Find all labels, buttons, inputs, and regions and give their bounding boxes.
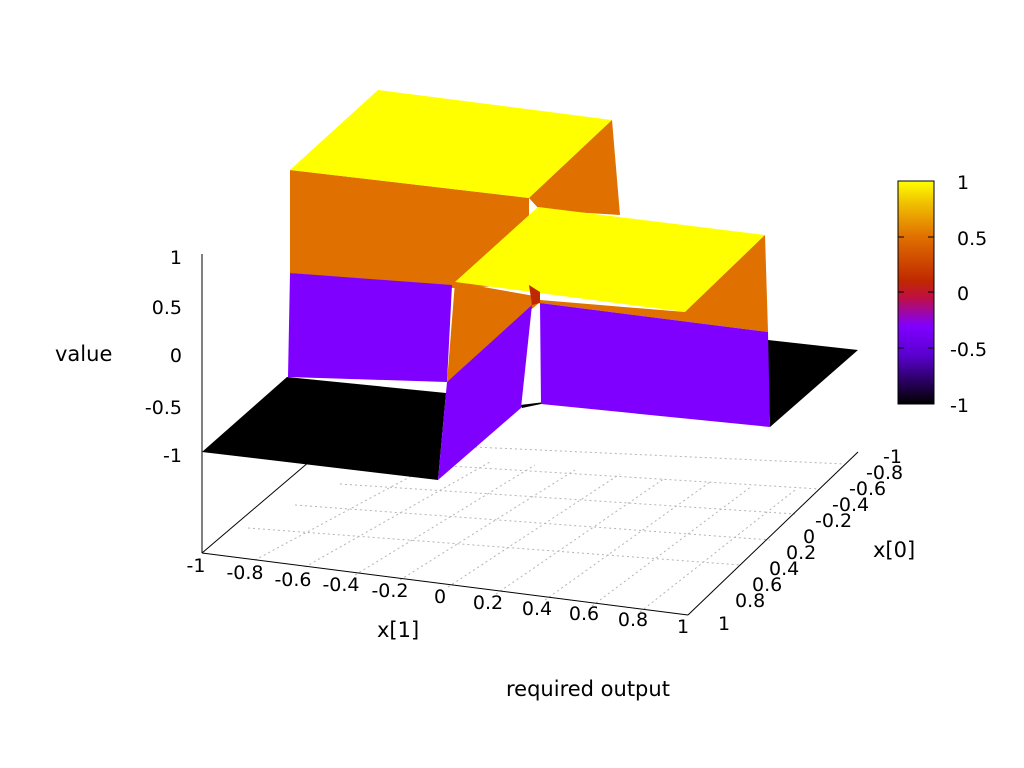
colorbar-tick-label: -1 bbox=[950, 395, 969, 417]
floor-grid-line bbox=[591, 485, 753, 607]
colorbar: 1 0.5 0 -0.5 -1 bbox=[897, 172, 987, 417]
floor-grid-line bbox=[247, 527, 741, 566]
high-face-orange-front2 bbox=[540, 235, 768, 332]
floor-grid-line bbox=[294, 504, 771, 541]
x0-tick-label: -1 bbox=[883, 446, 902, 468]
x1-tick-label: -0.4 bbox=[322, 574, 359, 596]
x1-tick-label: 0.8 bbox=[618, 609, 648, 631]
step-face-orange-mid bbox=[529, 285, 540, 305]
z-tick-label: -1 bbox=[163, 445, 182, 467]
floor-grid-line bbox=[399, 469, 576, 581]
z-ticks: 1 0.5 0 -0.5 -1 bbox=[145, 247, 182, 467]
x0-tick-label: 1 bbox=[718, 613, 730, 635]
colorbar-tick-label: 1 bbox=[957, 172, 969, 194]
x0-tick-label: -0.8 bbox=[866, 462, 903, 484]
x0-axis-label: x[0] bbox=[873, 538, 915, 562]
x0-tick-label: 0 bbox=[803, 526, 815, 548]
z-tick-label: -0.5 bbox=[145, 397, 182, 419]
x1-tick-label: -0.8 bbox=[226, 562, 263, 584]
high-top-front bbox=[455, 207, 765, 312]
floor-grid-line bbox=[304, 461, 491, 568]
x1-axis-line bbox=[201, 552, 689, 616]
step-face-purple bbox=[438, 305, 532, 480]
colorbar-tick-label: 0 bbox=[957, 283, 969, 305]
high-face-orange-back bbox=[290, 170, 529, 288]
x1-tick-label: 0.4 bbox=[522, 598, 552, 620]
floor-grid-line bbox=[544, 481, 711, 601]
x0-axis-line bbox=[687, 451, 859, 616]
x1-tick-label: 0.2 bbox=[473, 592, 503, 614]
high-face-orange-front bbox=[447, 282, 540, 382]
z-axis-label: value bbox=[55, 342, 112, 366]
floor-grid-line bbox=[495, 477, 666, 595]
floor-grid-line bbox=[447, 473, 621, 588]
z-tick-label: 1 bbox=[170, 247, 182, 269]
x1-ticks: -1 -0.8 -0.6 -0.4 -0.2 0 0.2 0.4 0.6 0.8… bbox=[187, 555, 690, 638]
colorbar-tick-label: 0.5 bbox=[957, 228, 987, 250]
x1-tick-label: -0.2 bbox=[371, 580, 408, 602]
floor-grid-line bbox=[339, 483, 796, 515]
x0-tick-label: -0.2 bbox=[815, 510, 852, 532]
high-top-back bbox=[290, 90, 612, 198]
z-tick-label: 0 bbox=[170, 345, 182, 367]
high-face-purple-back bbox=[288, 273, 452, 382]
x1-tick-label: 0.6 bbox=[569, 603, 599, 625]
floor-patch-left bbox=[202, 377, 446, 480]
floor-grid-line bbox=[354, 464, 536, 576]
x0-tick-label: 0.4 bbox=[769, 558, 799, 580]
x0-tick-label: -0.4 bbox=[832, 494, 869, 516]
legend-label: required output bbox=[506, 677, 670, 701]
x0-tick-label: -0.6 bbox=[849, 478, 886, 500]
x1-tick-label: -1 bbox=[187, 555, 206, 577]
colorbar-ticks: 1 0.5 0 -0.5 -1 bbox=[950, 172, 987, 417]
z-tick-label: 0.5 bbox=[152, 297, 182, 319]
floor-grid-line bbox=[254, 457, 446, 561]
high-side-back bbox=[529, 120, 620, 215]
x0-tick-label: 0.2 bbox=[786, 542, 816, 564]
floor-grid-line bbox=[429, 444, 846, 465]
x0-tick-label: 0.6 bbox=[752, 574, 782, 596]
x1-tick-label: 0 bbox=[434, 586, 446, 608]
colorbar-tick-marks bbox=[898, 180, 934, 405]
floor-patch-mid bbox=[520, 402, 545, 408]
floor-patch-right bbox=[768, 340, 858, 427]
colorbar-tick-label: -0.5 bbox=[950, 339, 987, 361]
high-face-purple-front bbox=[540, 303, 770, 427]
x1-tick-label: 1 bbox=[677, 616, 689, 638]
floor-grid bbox=[247, 444, 846, 613]
surface bbox=[202, 90, 858, 480]
x1-axis-label: x[1] bbox=[377, 618, 419, 642]
x0-ticks: -1 -0.8 -0.6 -0.4 -0.2 0 0.2 0.4 0.6 0.8… bbox=[718, 446, 903, 635]
x0-tick-label: 0.8 bbox=[735, 590, 765, 612]
x1-tick-label: -0.6 bbox=[274, 569, 311, 591]
